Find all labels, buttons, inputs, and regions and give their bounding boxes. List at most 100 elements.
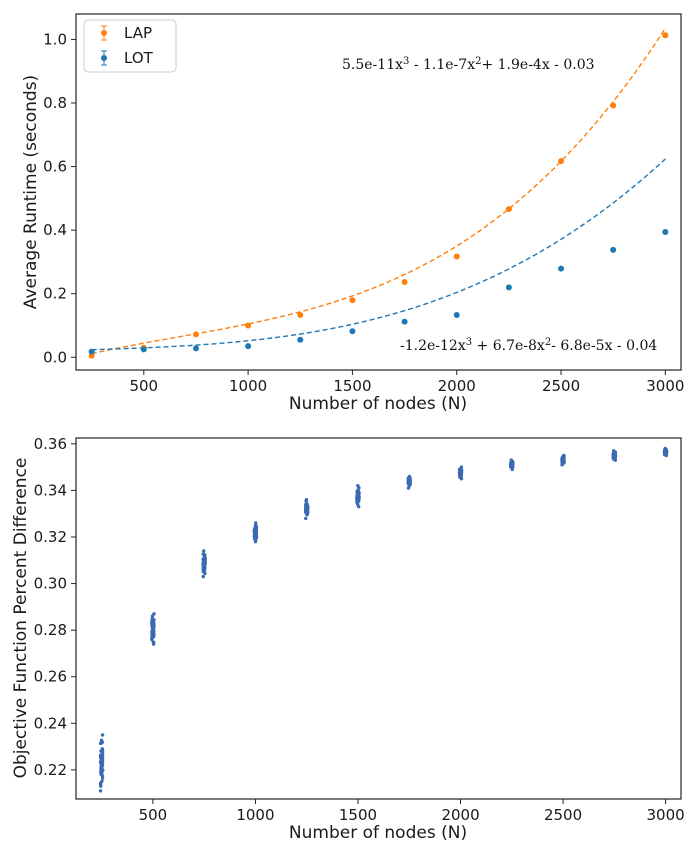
lot-data-point — [505, 284, 512, 291]
x-tick-label: 2500 — [542, 377, 580, 395]
runtime-x-axis-label: Number of nodes (N) — [289, 394, 467, 414]
objective-plot-frame — [75, 437, 682, 800]
lap-data-point — [401, 278, 408, 285]
objective-data-point — [304, 510, 308, 515]
y-tick-label: 0.32 — [34, 528, 67, 546]
objective-data-point — [98, 741, 103, 746]
lap-data-point — [88, 352, 95, 359]
x-tick-label: 3000 — [647, 806, 685, 824]
objective-data-point — [100, 733, 105, 737]
y-tick-label: 0.30 — [34, 575, 67, 593]
objective-data-point — [201, 560, 206, 565]
lot-data-point — [558, 265, 565, 272]
runtime-y-axis-label: Average Runtime (seconds) — [21, 75, 41, 309]
lot-data-point — [192, 345, 199, 352]
objective-data-point — [100, 768, 105, 773]
objective-data-point — [561, 460, 565, 464]
lot-data-point — [349, 328, 356, 335]
objective-data-point — [458, 473, 463, 477]
objective-data-point — [201, 564, 206, 568]
lap-data-point — [662, 32, 669, 39]
lap-data-point — [558, 158, 565, 165]
objective-data-point — [100, 751, 105, 755]
legend: LAP LOT — [83, 19, 177, 73]
objective-data-point — [150, 614, 155, 618]
y-tick-label: 0.34 — [34, 481, 67, 499]
objective-data-point — [150, 634, 154, 639]
y-tick-label: 0.22 — [34, 761, 67, 779]
lap-fit-equation: 5.5e-11x3 - 1.1e-7x2+ 1.9e-4x - 0.03 — [342, 56, 595, 74]
objective-data-point — [150, 619, 154, 624]
legend-entry-lot: LOT — [101, 49, 154, 67]
lap-data-point — [453, 253, 460, 260]
y-tick-label: 0.24 — [34, 714, 67, 732]
runtime-data-points — [88, 32, 669, 359]
objective-data-point — [99, 770, 103, 775]
objective-data-point — [509, 462, 513, 466]
y-tick-label: 0.28 — [34, 621, 67, 639]
objective-data-point — [151, 640, 156, 645]
x-tick-label: 1000 — [229, 377, 267, 395]
lap-data-point — [505, 206, 512, 213]
x-tick-label: 2000 — [438, 377, 476, 395]
y-tick-label: 0.2 — [43, 285, 67, 303]
y-tick-label: 0.26 — [34, 668, 67, 686]
y-tick-label: 1.0 — [43, 30, 67, 48]
objective-data-point — [407, 484, 411, 488]
x-tick-label: 1000 — [236, 806, 274, 824]
objective-data-point — [305, 505, 309, 509]
x-tick-label: 500 — [139, 806, 168, 824]
objective-data-point — [202, 549, 206, 553]
objective-x-ticks: 500 1000 1500 2000 2500 3000 — [139, 799, 685, 824]
objective-data-point — [458, 470, 463, 474]
objective-data-point — [201, 567, 205, 571]
legend-label-lap: LAP — [124, 24, 152, 42]
runtime-x-ticks: 500 1000 1500 2000 2500 3000 — [129, 370, 684, 395]
legend-label-lot: LOT — [124, 49, 154, 67]
objective-data-point — [407, 481, 412, 485]
lot-fit-line — [91, 158, 666, 351]
legend-marker-lap — [101, 30, 107, 36]
lot-data-point — [140, 346, 147, 353]
objective-data-point — [357, 495, 361, 499]
x-tick-label: 1500 — [333, 377, 371, 395]
objective-data-point — [202, 553, 207, 557]
y-tick-label: 0.6 — [43, 158, 67, 176]
runtime-y-ticks: 0.0 0.2 0.4 0.6 0.8 1.0 — [43, 30, 76, 366]
legend-entry-lap: LAP — [101, 24, 152, 42]
objective-data-point — [611, 451, 616, 455]
objective-data-point — [99, 784, 103, 788]
objective-data-point — [663, 449, 667, 453]
legend-marker-lot — [101, 55, 107, 61]
lap-data-point — [245, 322, 252, 329]
lot-data-point — [88, 348, 95, 355]
objective-data-point — [253, 526, 257, 531]
objective-data-point — [304, 516, 308, 521]
x-tick-label: 500 — [129, 377, 158, 395]
objective-data-point — [100, 760, 104, 764]
lot-fit-equation: -1.2e-12x3 + 6.7e-8x2- 6.8e-5x - 0.04 — [400, 337, 657, 355]
lot-data-point — [662, 229, 669, 236]
lot-data-point — [453, 312, 460, 319]
lap-data-point — [192, 331, 199, 338]
objective-data-point — [99, 781, 103, 785]
objective-x-axis-label: Number of nodes (N) — [289, 823, 467, 843]
lap-data-point — [610, 102, 617, 109]
objective-data-point — [201, 574, 206, 579]
objective-data-point — [252, 532, 257, 537]
objective-data-points — [98, 446, 669, 793]
x-tick-label: 2500 — [544, 806, 582, 824]
y-tick-label: 0.0 — [43, 348, 67, 366]
objective-difference-chart: 500 1000 1500 2000 2500 3000 0.22 0.24 0.26 0.28… — [11, 435, 685, 843]
objective-data-point — [100, 776, 105, 780]
lot-data-point — [245, 343, 252, 350]
objective-data-point — [561, 456, 565, 461]
lap-data-point — [297, 312, 304, 319]
lot-data-point — [297, 336, 304, 343]
objective-data-point — [202, 557, 207, 561]
objective-data-point — [100, 747, 104, 751]
lot-data-point — [401, 318, 408, 325]
x-tick-label: 2000 — [441, 806, 479, 824]
runtime-plot-frame — [75, 13, 682, 371]
objective-data-point — [356, 502, 360, 507]
